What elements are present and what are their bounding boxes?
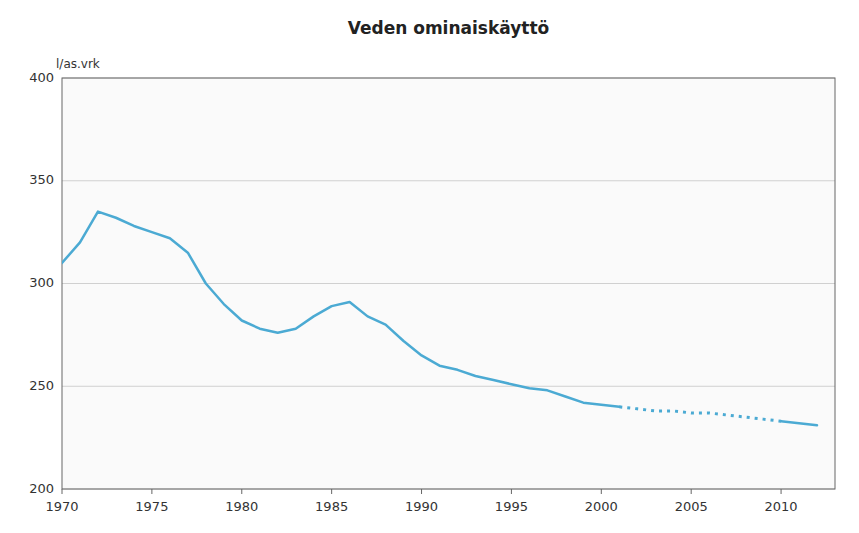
line-series (62, 212, 619, 407)
x-tick (781, 489, 782, 494)
grid-line (62, 386, 835, 387)
x-tick-label: 2010 (765, 499, 798, 514)
lines (62, 212, 817, 426)
grid-line (62, 180, 835, 181)
line-series (781, 421, 817, 425)
y-tick-label: 400 (29, 70, 54, 85)
x-tick (241, 489, 242, 494)
x-tick-label: 1995 (495, 499, 528, 514)
x-tick (62, 489, 63, 494)
x-tick (601, 489, 602, 494)
chart-title: Veden ominaiskäyttö (348, 18, 550, 38)
x-tick-label: 2005 (675, 499, 708, 514)
x-tick-label: 1970 (45, 499, 78, 514)
y-axis-label: l/as.vrk (56, 57, 100, 71)
chart-svg: 200 250 300 350 400 1970 1975 1980 1985 1990 1995 2… (0, 0, 859, 533)
x-tick (691, 489, 692, 494)
x-tick-label: 1975 (135, 499, 168, 514)
x-tick (151, 489, 152, 494)
x-tick-label: 1980 (225, 499, 258, 514)
line-series (619, 407, 781, 421)
plot-frame (62, 78, 835, 489)
y-tick-label: 250 (29, 378, 54, 393)
chart-container: 200 250 300 350 400 1970 1975 1980 1985 1990 1995 2… (0, 0, 859, 533)
plot-background (62, 78, 835, 489)
grid-line (62, 283, 835, 284)
x-tick (331, 489, 332, 494)
x-tick-label: 1985 (315, 499, 348, 514)
y-tick-label: 300 (29, 275, 54, 290)
x-tick-label: 1990 (405, 499, 438, 514)
x-tick (421, 489, 422, 494)
x-tick-label: 2000 (585, 499, 618, 514)
y-tick-label: 200 (29, 481, 54, 496)
y-tick-label: 350 (29, 172, 54, 187)
x-tick (511, 489, 512, 494)
